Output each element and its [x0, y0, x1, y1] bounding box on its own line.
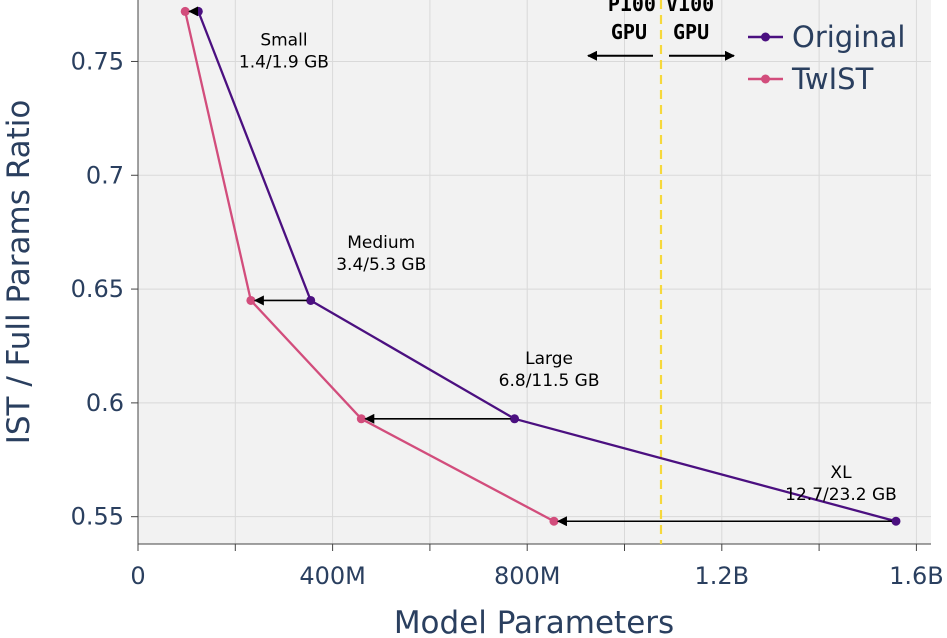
x-tick-label: 800M [494, 562, 561, 590]
data-point-twist[interactable] [246, 295, 256, 305]
legend-label-original: Original [792, 20, 905, 54]
series [180, 6, 901, 526]
legend-item-twist[interactable]: TwIST [748, 62, 874, 96]
series-line-twist [184, 11, 555, 523]
legend-marker-original [761, 32, 770, 42]
data-point-twist[interactable] [180, 6, 190, 16]
legend-marker-twist [761, 74, 770, 84]
gpu-left-label-line1: P100 [608, 0, 656, 16]
data-point-twist[interactable] [356, 414, 366, 424]
legend: Original TwIST [748, 20, 905, 96]
gpu-right-label-line1: V100 [666, 0, 714, 16]
annotation-model-size: Medium [347, 233, 415, 253]
y-tick-label: 0.55 [71, 503, 124, 531]
data-point-twist[interactable] [549, 516, 559, 526]
data-point-original[interactable] [891, 516, 901, 526]
y-tick-label: 0.6 [86, 389, 124, 417]
x-tick-label: 1.6B [889, 562, 944, 590]
y-axis-title: IST / Full Params Ratio [1, 100, 37, 445]
y-tick-label: 0.7 [86, 161, 124, 189]
legend-label-twist: TwIST [791, 62, 874, 96]
x-tick-label: 400M [299, 562, 366, 590]
annotation-model-size: Small [260, 31, 307, 51]
annotation-memory: 3.4/5.3 GB [336, 255, 426, 275]
grid [137, 0, 931, 544]
annotation-memory: 6.8/11.5 GB [499, 371, 600, 391]
series-line-original [197, 10, 897, 523]
annotation-memory: 12.7/23.2 GB [785, 485, 897, 505]
annotation-memory: 1.4/1.9 GB [239, 53, 329, 73]
gpu-right-label-line2: GPU [673, 20, 709, 44]
axes: 0 400M 800M 1.2B 1.6B 0.55 0.6 0.65 0.7 0.75 [71, 0, 944, 590]
x-axis-title: Model Parameters [394, 605, 674, 638]
gpu-divider: P100 GPU V100 GPU [587, 0, 735, 544]
data-point-original[interactable] [510, 414, 520, 424]
gpu-left-label-line2: GPU [611, 20, 647, 44]
shift-arrows [188, 6, 892, 527]
legend-item-original[interactable]: Original [748, 20, 905, 54]
annotation-model-size: XL [830, 463, 852, 483]
data-point-original[interactable] [306, 295, 316, 305]
annotation-model-size: Large [525, 349, 573, 369]
y-tick-label: 0.75 [71, 47, 124, 75]
x-tick-label: 0 [130, 562, 145, 590]
data-point-original[interactable] [193, 6, 203, 16]
plot-area [138, 0, 931, 544]
y-tick-label: 0.65 [71, 275, 124, 303]
x-tick-label: 1.2B [694, 562, 749, 590]
